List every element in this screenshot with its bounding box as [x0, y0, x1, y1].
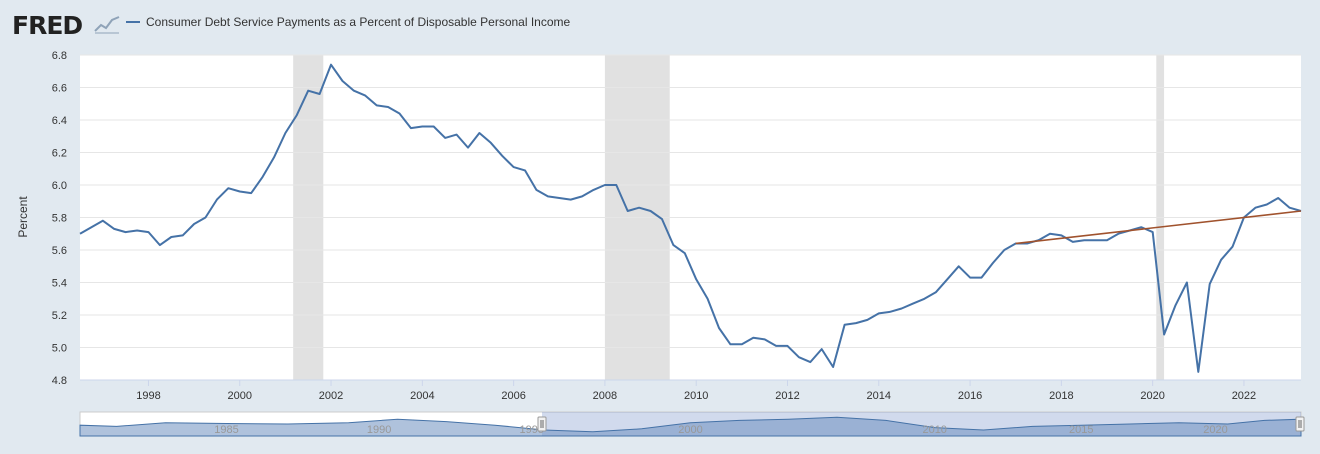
y-tick-label: 5.6 [52, 245, 67, 257]
y-tick-label: 5.2 [52, 310, 67, 322]
navigator[interactable]: 1985 1990 1995 2000 2010 2015 2020 [79, 411, 1305, 437]
x-tick-label: 2000 [228, 390, 252, 402]
x-tick-label: 2018 [1049, 390, 1073, 402]
x-tick-label: 2012 [775, 390, 799, 402]
navigator-label: 2010 [922, 424, 946, 436]
x-tick-label: 2004 [410, 390, 434, 402]
y-tick-label: 5.8 [52, 213, 67, 225]
x-tick-label: 2006 [501, 390, 525, 402]
navigator-handle-left[interactable] [537, 416, 547, 432]
x-tick-label: 1998 [136, 390, 160, 402]
series-lines [79, 63, 1302, 373]
navigator-series-area [79, 416, 1302, 437]
y-tick-label: 6.8 [52, 50, 67, 62]
x-tick-label: 2002 [319, 390, 343, 402]
legend-series-swatch [126, 21, 140, 23]
trend-line [1015, 210, 1302, 245]
y-tick-label: 5.4 [52, 278, 67, 290]
x-tick-label: 2016 [958, 390, 982, 402]
x-tick-label: 2010 [684, 390, 708, 402]
y-tick-label: 6.4 [52, 115, 67, 127]
legend-series-label: Consumer Debt Service Payments as a Perc… [146, 15, 571, 29]
navigator-label: 1990 [367, 424, 391, 436]
y-tick-label: 6.0 [52, 180, 67, 192]
x-tick-label: 2022 [1232, 390, 1256, 402]
y-tick-label: 6.2 [52, 148, 67, 160]
series-line-debt-service [79, 63, 1302, 373]
x-axis-ticks: 1998 2000 2002 2004 2006 2008 2010 2012 2014 2016… [80, 379, 1301, 402]
x-tick-label: 2008 [593, 390, 617, 402]
x-tick-label: 2014 [867, 390, 891, 402]
fred-graph-icon [94, 14, 120, 34]
y-axis-label: Percent [16, 196, 30, 238]
navigator-handle-right[interactable] [1295, 416, 1305, 432]
navigator-label: 2000 [678, 424, 702, 436]
y-tick-label: 6.6 [52, 83, 67, 95]
x-tick-label: 2020 [1140, 390, 1164, 402]
y-tick-label: 4.8 [52, 375, 67, 387]
fred-logo[interactable]: FRED [12, 11, 83, 40]
legend[interactable]: Consumer Debt Service Payments as a Perc… [126, 15, 570, 29]
y-tick-label: 5.0 [52, 343, 67, 355]
navigator-label: 2020 [1203, 424, 1227, 436]
y-axis-ticks: 4.8 5.0 5.2 5.4 5.6 5.8 6.0 6.2 6.4 6.6 6.8 [52, 50, 67, 387]
navigator-label: 2015 [1069, 424, 1093, 436]
navigator-label: 1985 [214, 424, 238, 436]
chart-header: FRED Consumer Debt Service Payments as a… [0, 0, 1320, 48]
